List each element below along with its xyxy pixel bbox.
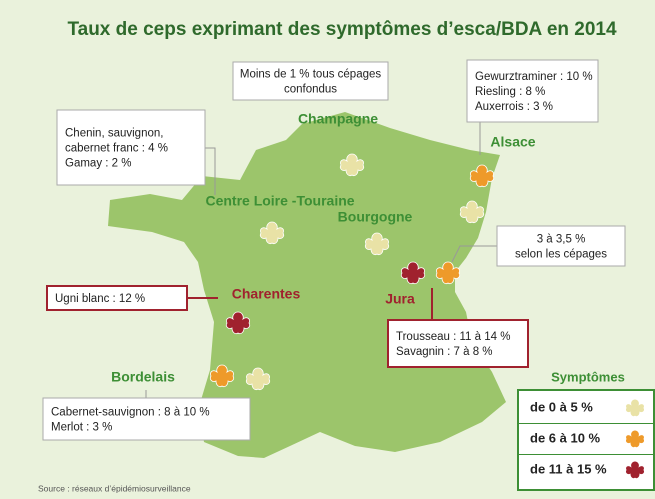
vine-leaf [225,311,251,335]
vine-leaf [339,153,365,177]
callout-line: Auxerrois : 3 % [475,101,553,113]
vine-leaf [625,460,645,479]
region-name: Charentes [232,286,301,302]
callout-line: Gamay : 2 % [65,158,131,170]
callout-box [496,225,626,267]
callout-box [42,397,251,441]
callout-line: cabernet franc : 4 % [65,143,168,155]
connector [205,147,216,195]
title: Taux de ceps exprimant des symptômes d’e… [67,19,617,40]
callout-line: Gewurztraminer : 10 % [475,71,593,83]
callout-box [56,109,206,186]
vine-leaf [459,200,485,224]
vine-leaf [400,261,426,285]
region-name: Jura [385,291,415,307]
legend-label: de 6 à 10 % [530,430,601,445]
vine-leaf [435,261,461,285]
callout-box [46,285,188,311]
region-name: Alsace [490,134,535,150]
vine-leaf [364,232,390,256]
legend: Symptômes de 0 à 5 % de 6 à 10 % de 11 à 15… [517,369,655,491]
vine-leaf [469,164,495,188]
callout-line: Trousseau : 11 à 14 % [396,331,510,343]
callouts: Moins de 1 % tous cépages confondus Champa… [42,59,626,441]
callout-line: selon les cépages [515,249,607,261]
callout-line: Riesling : 8 % [475,86,545,98]
vine-leaf [209,364,235,388]
callout-line: Chenin, sauvignon, [65,128,163,140]
region-name: Bordelais [111,369,175,385]
region-name: Champagne [298,111,378,127]
callout-line: Savagnin : 7 à 8 % [396,346,493,358]
vine-leaf [259,221,285,245]
callout-line: 3 à 3,5 % [537,234,586,246]
region-name: Bourgogne [338,209,413,225]
region-name: Centre Loire -Touraine [205,193,354,209]
legend-label: de 11 à 15 % [530,461,607,476]
legend-title: Symptômes [551,369,625,384]
callout-line: Moins de 1 % tous cépages [240,69,382,81]
connector [451,245,497,263]
callout-box [466,59,599,123]
leaves [209,153,495,391]
legend-label: de 0 à 5 % [530,399,593,414]
callout-line: Ugni blanc : 12 % [55,293,145,305]
vine-leaf [625,398,645,417]
callout-line: Merlot : 3 % [51,422,112,434]
callout-line: confondus [284,84,337,96]
callout-box [232,61,389,101]
france-shape [108,112,506,458]
callout-box [387,319,529,368]
vine-leaf [625,429,645,448]
callout-line: Cabernet-sauvignon : 8 à 10 % [51,407,210,419]
vine-leaf [245,367,271,391]
source: Source : réseaux d’épidémiosurveillance [38,483,191,493]
